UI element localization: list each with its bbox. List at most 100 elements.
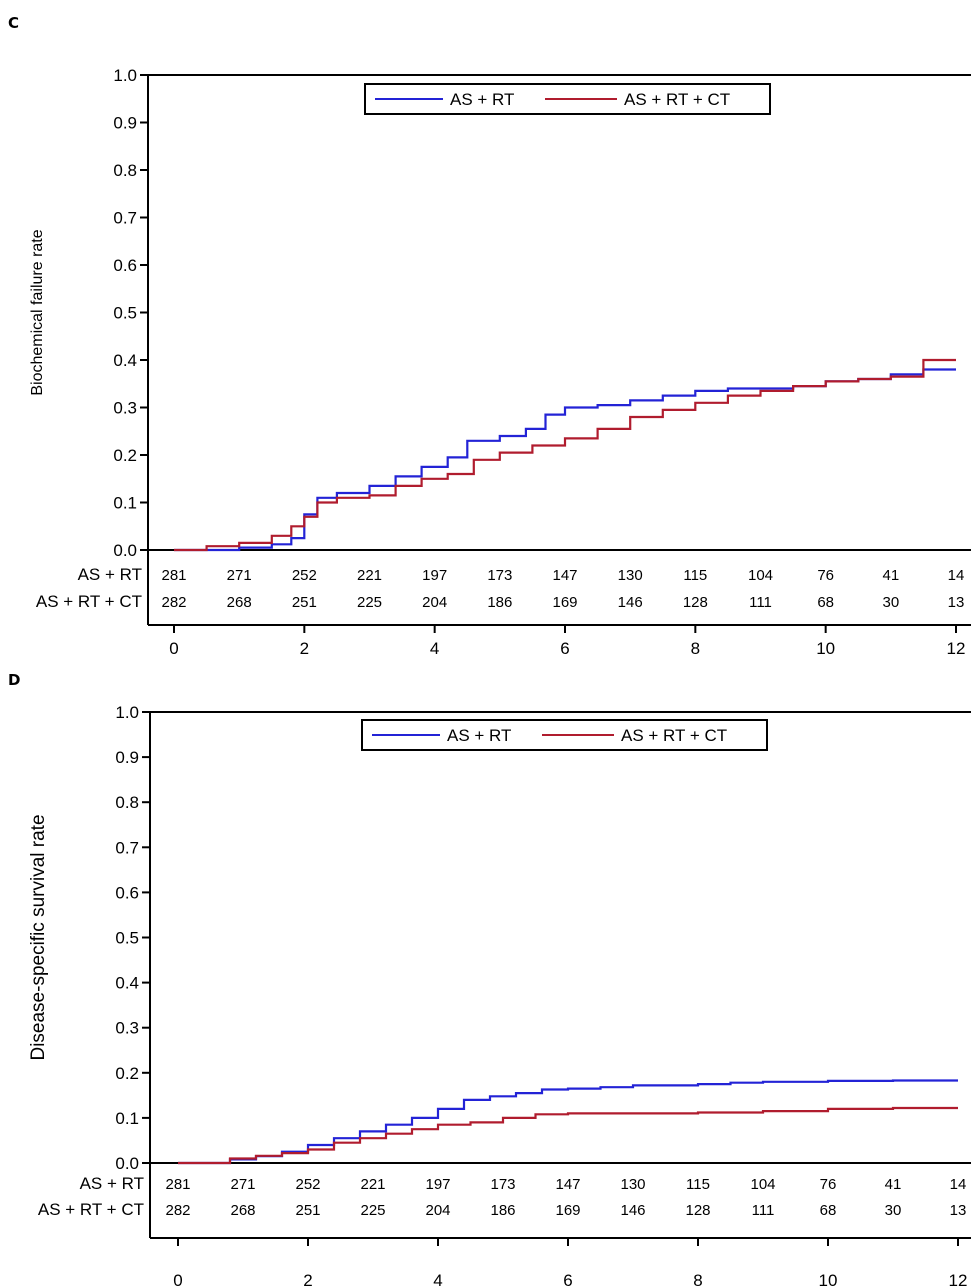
y-tick-label: 0.3 — [115, 1019, 139, 1038]
risk-count: 146 — [618, 594, 643, 611]
risk-count: 271 — [227, 567, 252, 584]
panel-label: C — [8, 14, 19, 32]
risk-count: 111 — [749, 594, 772, 611]
x-tick-label: 8 — [693, 1271, 702, 1288]
legend-label-as-rt: AS + RT — [447, 726, 511, 745]
risk-count: 268 — [227, 594, 252, 611]
series-line-as-rt-ct — [174, 358, 956, 552]
risk-count: 41 — [885, 1176, 902, 1193]
risk-count: 68 — [820, 1202, 837, 1219]
risk-count: 14 — [950, 1176, 967, 1193]
legend-label-as-rt-ct: AS + RT + CT — [621, 726, 727, 745]
risk-count: 197 — [425, 1176, 450, 1193]
risk-count: 282 — [165, 1202, 190, 1219]
risk-count: 221 — [360, 1176, 385, 1193]
risk-count: 173 — [487, 567, 512, 584]
risk-count: 115 — [686, 1176, 710, 1193]
panel-label: D — [8, 671, 20, 689]
risk-count: 204 — [422, 594, 447, 611]
y-tick-label: 0.4 — [115, 974, 139, 993]
risk-count: 115 — [683, 567, 707, 584]
series-line-as-rt — [178, 1079, 958, 1165]
risk-count: 41 — [882, 567, 899, 584]
risk-count: 68 — [817, 594, 834, 611]
risk-row-label: AS + RT + CT — [38, 1200, 144, 1219]
risk-count: 128 — [685, 1202, 710, 1219]
y-tick-label: 0.8 — [115, 793, 139, 812]
risk-count: 225 — [360, 1202, 385, 1219]
legend-label-as-rt-ct: AS + RT + CT — [624, 90, 730, 109]
risk-count: 204 — [425, 1202, 450, 1219]
x-tick-label: 10 — [816, 639, 835, 658]
risk-count: 186 — [490, 1202, 515, 1219]
y-axis-label: Disease-specific survival rate — [28, 814, 49, 1060]
risk-count: 225 — [357, 594, 382, 611]
y-tick-label: 0.0 — [115, 1154, 139, 1173]
risk-row-label: AS + RT — [78, 565, 142, 584]
y-tick-label: 0.3 — [113, 399, 137, 418]
risk-count: 251 — [295, 1202, 320, 1219]
x-tick-label: 12 — [947, 639, 966, 658]
y-tick-label: 1.0 — [115, 703, 139, 722]
y-tick-label: 0.7 — [113, 209, 137, 228]
risk-count: 147 — [552, 567, 577, 584]
x-tick-label: 4 — [433, 1271, 442, 1288]
x-tick-label: 8 — [691, 639, 700, 658]
risk-count: 197 — [422, 567, 447, 584]
risk-count: 282 — [161, 594, 186, 611]
risk-count: 281 — [165, 1176, 190, 1193]
legend-label-as-rt: AS + RT — [450, 90, 514, 109]
y-tick-label: 0.9 — [113, 114, 137, 133]
y-tick-label: 0.2 — [115, 1064, 139, 1083]
x-tick-label: 6 — [563, 1271, 572, 1288]
risk-count: 173 — [490, 1176, 515, 1193]
risk-count: 30 — [885, 1202, 902, 1219]
y-tick-label: 0.8 — [113, 161, 137, 180]
risk-count: 130 — [620, 1176, 645, 1193]
risk-row-label: AS + RT + CT — [36, 592, 142, 611]
x-tick-label: 0 — [173, 1271, 182, 1288]
risk-count: 146 — [620, 1202, 645, 1219]
y-tick-label: 1.0 — [113, 66, 137, 85]
y-tick-label: 0.9 — [115, 748, 139, 767]
panel-c: C 0.0 0.1 0.2 0.3 0.4 0.5 0.6 0.7 0.8 0.9 1.0 Bioche… — [8, 14, 971, 658]
series-line-as-rt-ct — [178, 1106, 958, 1165]
risk-count: 30 — [882, 594, 899, 611]
risk-count: 76 — [820, 1176, 837, 1193]
y-tick-label: 0.2 — [113, 446, 137, 465]
risk-count: 252 — [292, 567, 317, 584]
legend: AS + RT AS + RT + CT — [364, 83, 771, 115]
risk-count: 281 — [161, 567, 186, 584]
y-axis-label: Biochemical failure rate — [29, 229, 46, 395]
risk-count: 14 — [948, 567, 965, 584]
y-tick-label: 0.5 — [113, 304, 137, 323]
risk-count: 221 — [357, 567, 382, 584]
x-tick-label: 2 — [303, 1271, 312, 1288]
y-tick-label: 0.1 — [113, 494, 137, 513]
panel-d: D 0.0 0.1 0.2 0.3 0.4 0.5 0.6 0.7 0.8 0.9 1.0 Diseas… — [8, 671, 971, 1288]
risk-count: 251 — [292, 594, 317, 611]
y-tick-label: 0.4 — [113, 351, 137, 370]
legend: AS + RT AS + RT + CT — [361, 719, 768, 751]
risk-count: 13 — [948, 594, 965, 611]
risk-count: 169 — [552, 594, 577, 611]
risk-count: 252 — [295, 1176, 320, 1193]
y-tick-label: 0.7 — [115, 838, 139, 857]
risk-count: 111 — [752, 1202, 775, 1219]
y-tick-label: 0.1 — [115, 1109, 139, 1128]
risk-count: 169 — [555, 1202, 580, 1219]
risk-count: 104 — [748, 567, 773, 584]
x-tick-label: 12 — [949, 1271, 968, 1288]
y-tick-label: 0.6 — [113, 256, 137, 275]
risk-count: 104 — [750, 1176, 775, 1193]
risk-count: 271 — [230, 1176, 255, 1193]
series-line-as-rt — [174, 368, 956, 552]
x-tick-label: 6 — [560, 639, 569, 658]
risk-count: 76 — [817, 567, 834, 584]
risk-count: 186 — [487, 594, 512, 611]
y-tick-label: 0.6 — [115, 883, 139, 902]
risk-count: 130 — [618, 567, 643, 584]
risk-count: 268 — [230, 1202, 255, 1219]
risk-count: 128 — [683, 594, 708, 611]
